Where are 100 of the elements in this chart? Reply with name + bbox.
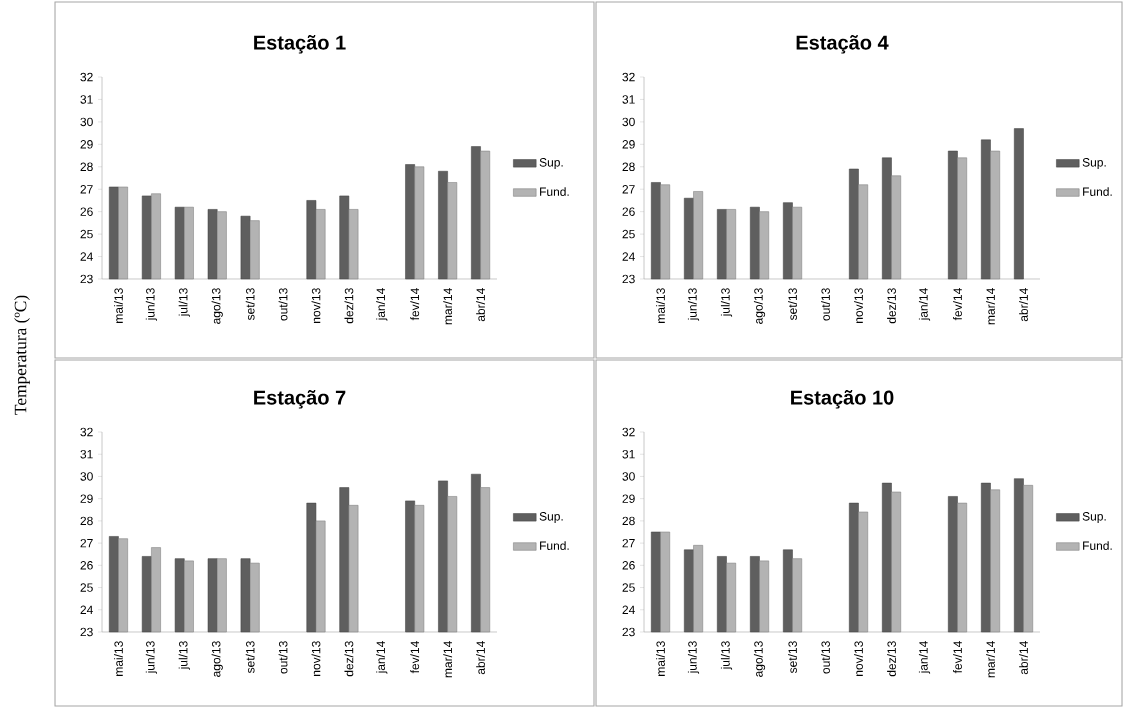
- x-tick-label: jul/13: [720, 288, 733, 317]
- y-tick-label: 31: [80, 449, 93, 459]
- y-axis-title: Temperatura (ºC): [14, 295, 30, 415]
- y-tick-label: 24: [622, 605, 635, 614]
- x-tick-label: jul/13: [720, 641, 733, 670]
- y-tick-label: 23: [80, 274, 93, 284]
- y-tick-label: 24: [622, 252, 635, 261]
- y-tick-label: 27: [622, 185, 635, 194]
- x-tick-label: dez/13: [344, 288, 354, 324]
- y-tick-label: 32: [80, 427, 93, 437]
- x-tick-label: jan/14: [376, 288, 388, 321]
- y-tick-label: 32: [622, 72, 635, 82]
- y-tick-label: 31: [80, 95, 93, 104]
- y-tick-label: 28: [622, 162, 635, 172]
- y-tick-label: 31: [622, 449, 635, 459]
- y-tick-label: 28: [80, 516, 93, 526]
- x-tick-label: nov/13: [854, 288, 863, 323]
- x-tick-label: dez/13: [344, 641, 354, 677]
- y-tick-label: 23: [622, 274, 635, 284]
- x-tick-label: jul/13: [178, 641, 190, 670]
- x-tick-label: out/13: [821, 288, 830, 321]
- x-tick-label: set/13: [788, 288, 797, 321]
- x-tick-label: jun/13: [687, 288, 700, 321]
- x-tick-label: jun/13: [145, 641, 157, 674]
- x-tick-label: jan/14: [918, 641, 931, 674]
- y-tick-label: 25: [622, 229, 635, 239]
- x-tick-label: mai/13: [656, 288, 665, 323]
- legend-label: Sup.: [539, 512, 563, 523]
- x-tick-label: ago/13: [753, 641, 766, 677]
- x-tick-label: fev/14: [410, 641, 420, 674]
- x-tick-label: nov/13: [311, 288, 321, 323]
- y-tick-label: 23: [622, 627, 635, 637]
- y-tick-label: 26: [622, 561, 635, 570]
- y-tick-label: 30: [80, 117, 93, 127]
- x-tick-label: out/13: [821, 641, 830, 674]
- y-tick-label: 29: [622, 494, 635, 503]
- x-tick-label: fev/14: [953, 641, 962, 674]
- y-tick-label: 29: [80, 140, 93, 149]
- x-tick-label: dez/13: [887, 641, 896, 677]
- x-tick-label: mar/14: [443, 641, 453, 678]
- x-tick-label: mar/14: [986, 641, 995, 678]
- x-tick-label: out/13: [278, 641, 288, 674]
- y-tick-label: 25: [622, 583, 635, 592]
- y-tick-label: 24: [80, 605, 93, 614]
- y-tick-label: 29: [80, 494, 93, 503]
- x-tick-label: dez/13: [887, 288, 896, 324]
- y-tick-label: 25: [80, 229, 93, 239]
- x-tick-label: mar/14: [986, 288, 995, 325]
- y-tick-label: 29: [622, 140, 635, 149]
- x-tick-label: set/13: [245, 641, 255, 674]
- x-tick-label: nov/13: [854, 641, 863, 676]
- chart-title: Estação 10: [791, 390, 894, 409]
- x-tick-label: set/13: [245, 288, 255, 321]
- y-tick-label: 30: [80, 472, 93, 481]
- y-tick-label: 30: [622, 117, 635, 127]
- x-tick-label: mai/13: [656, 641, 665, 676]
- x-tick-label: abr/14: [476, 288, 485, 322]
- y-tick-label: 32: [80, 72, 93, 82]
- x-tick-label: set/13: [788, 641, 797, 674]
- y-tick-label: 25: [80, 583, 93, 592]
- x-tick-label: abr/14: [1019, 641, 1028, 675]
- x-tick-label: out/13: [278, 288, 288, 321]
- legend-label: Fund.: [1083, 541, 1112, 550]
- y-tick-label: 26: [80, 561, 93, 570]
- legend-label: Sup.: [539, 158, 563, 169]
- x-tick-label: jan/14: [376, 641, 388, 674]
- x-tick-label: fev/14: [953, 288, 962, 321]
- y-tick-label: 28: [80, 162, 93, 172]
- x-tick-label: jun/13: [145, 288, 157, 321]
- x-tick-label: jun/13: [687, 641, 700, 674]
- y-tick-label: 28: [622, 516, 635, 526]
- x-tick-label: fev/14: [410, 288, 420, 321]
- y-tick-label: 24: [80, 252, 93, 261]
- legend-label: Sup.: [1082, 512, 1106, 523]
- chart-title: Estação 7: [254, 390, 346, 409]
- x-tick-label: nov/13: [311, 641, 321, 676]
- x-tick-label: abr/14: [476, 641, 485, 675]
- y-tick-label: 32: [622, 427, 635, 437]
- x-tick-label: mai/13: [114, 641, 123, 676]
- x-tick-label: mai/13: [114, 288, 123, 323]
- x-tick-label: mar/14: [443, 288, 453, 325]
- chart-title: Estação 1: [254, 35, 346, 54]
- y-tick-label: 27: [80, 538, 93, 548]
- legend-label: Fund.: [540, 187, 569, 196]
- chart-title: Estação 4: [796, 35, 889, 54]
- y-tick-label: 26: [80, 207, 93, 216]
- x-tick-label: jan/14: [918, 288, 931, 321]
- x-tick-label: ago/13: [753, 288, 766, 324]
- x-tick-label: jul/13: [178, 288, 190, 317]
- y-tick-label: 23: [80, 627, 93, 637]
- y-tick-label: 27: [622, 538, 635, 548]
- legend-label: Sup.: [1082, 158, 1106, 169]
- x-tick-label: ago/13: [211, 641, 223, 677]
- x-tick-label: ago/13: [211, 288, 223, 324]
- y-tick-label: 26: [622, 207, 635, 216]
- legend-label: Fund.: [1083, 187, 1112, 196]
- x-tick-label: abr/14: [1019, 288, 1028, 322]
- y-tick-label: 30: [622, 472, 635, 481]
- legend-label: Fund.: [540, 541, 569, 550]
- y-tick-label: 31: [622, 95, 635, 104]
